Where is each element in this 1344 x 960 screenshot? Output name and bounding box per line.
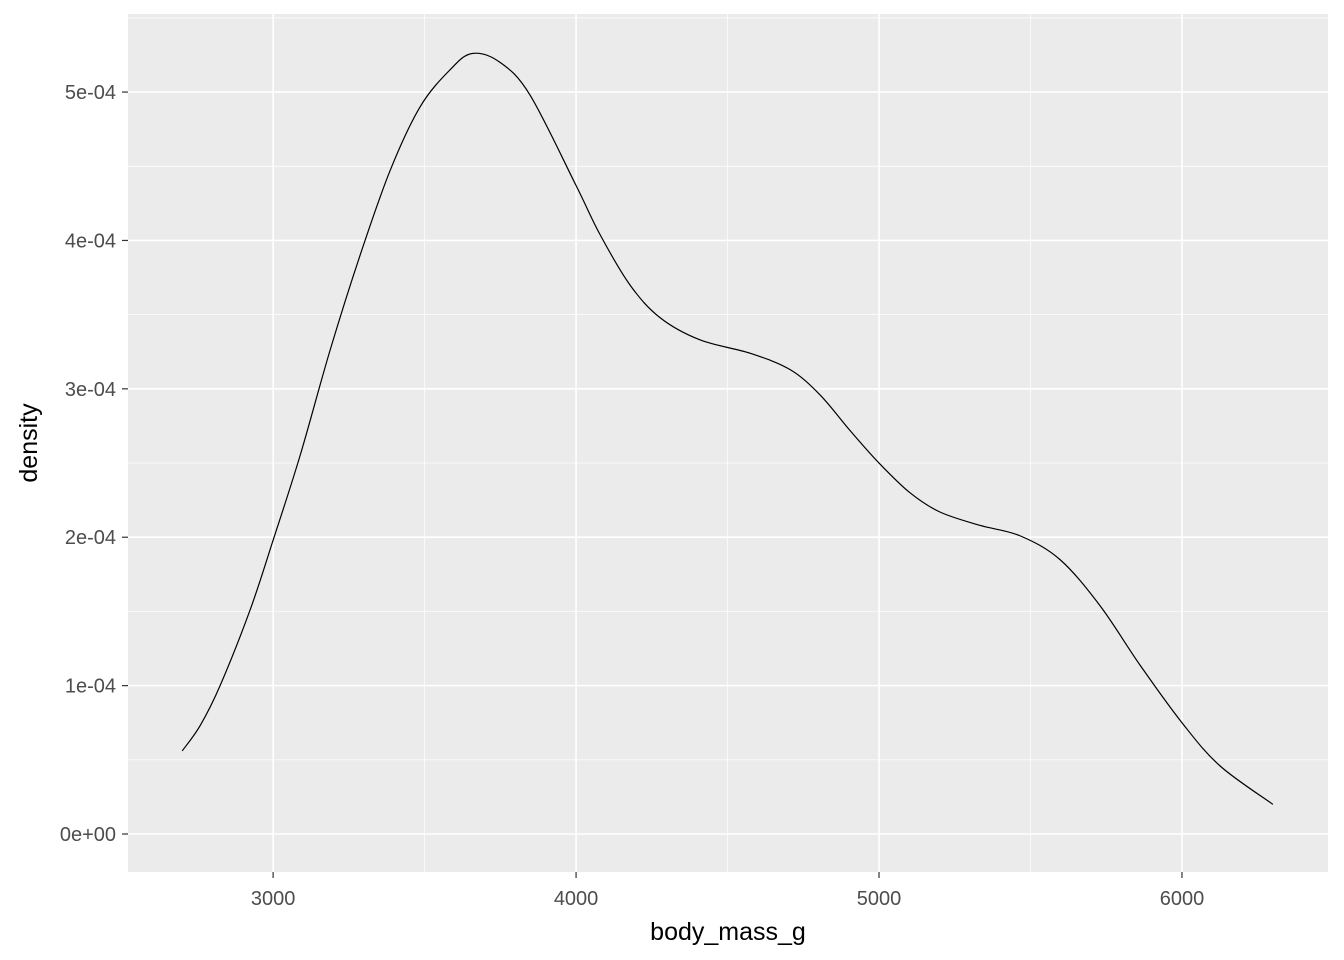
density-line xyxy=(181,52,1274,805)
y-tick-label: 2e-04 xyxy=(65,527,116,549)
gridlines xyxy=(128,14,1328,872)
y-tick-label: 5e-04 xyxy=(65,82,116,104)
y-tick-label: 3e-04 xyxy=(65,379,116,401)
x-tick-label: 5000 xyxy=(857,888,902,910)
x-tick-label: 4000 xyxy=(554,888,599,910)
x-tick-label: 3000 xyxy=(251,888,296,910)
y-tick-label: 4e-04 xyxy=(65,230,116,252)
y-axis: 0e+00 1e-04 2e-04 3e-04 4e-04 5e-04 xyxy=(60,82,128,846)
plot-panel xyxy=(128,14,1328,872)
y-tick-label: 1e-04 xyxy=(65,676,116,698)
y-tick-label: 0e+00 xyxy=(60,824,116,846)
y-axis-label: density xyxy=(15,403,43,483)
x-tick-label: 6000 xyxy=(1160,888,1205,910)
x-axis-label: body_mass_g xyxy=(650,918,806,946)
x-axis: 3000 4000 5000 6000 xyxy=(251,872,1204,910)
